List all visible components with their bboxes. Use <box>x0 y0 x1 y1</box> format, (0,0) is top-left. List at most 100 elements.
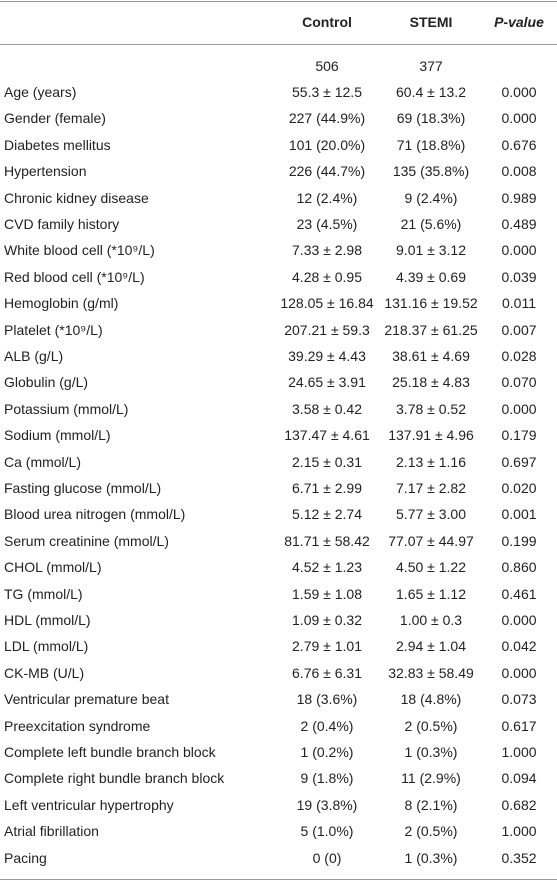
p-value: 0.011 <box>502 295 536 312</box>
p-value: 0.020 <box>501 480 537 496</box>
stemi-value: 25.18 ± 4.83 <box>392 374 470 391</box>
control-value: 19 (3.8%) <box>296 796 358 813</box>
control-value: 81.71 ± 58.42 <box>284 532 370 549</box>
control-value: 2.15 ± 0.31 <box>292 453 362 470</box>
control-value: 5.12 ± 2.74 <box>292 506 362 523</box>
p-value: 0.000 <box>501 664 537 681</box>
p-value: 0.008 <box>501 163 537 180</box>
row-label: Fasting glucose (mmol/L) <box>4 480 162 496</box>
stemi-value: 4.39 ± 0.69 <box>396 268 466 285</box>
header-rule <box>0 44 557 45</box>
stemi-value: 1 (0.3%) <box>404 744 458 760</box>
stemi-value: 8 (2.1%) <box>404 796 458 813</box>
control-value: 4.28 ± 0.95 <box>292 268 362 285</box>
control-value: 2 (0.4%) <box>300 717 354 734</box>
row-label: White blood cell (*10⁹/L) <box>4 242 155 259</box>
control-value: 4.52 ± 1.23 <box>292 559 362 576</box>
row-label: CHOL (mmol/L) <box>4 559 102 576</box>
stemi-value: 5.77 ± 3.00 <box>396 506 466 523</box>
row-label: Hypertension <box>4 163 87 180</box>
row-label: Age (years) <box>4 84 77 100</box>
stemi-value: 2 (0.5%) <box>404 823 458 840</box>
control-value: 0 (0) <box>312 849 342 866</box>
row-label: TG (mmol/L) <box>4 585 83 602</box>
stemi-value: 137.91 ± 4.96 <box>388 427 474 444</box>
control-value: 5 (1.0%) <box>300 823 354 840</box>
stemi-value: 9 (2.4%) <box>404 189 458 206</box>
column-header: Control <box>302 14 352 30</box>
p-value: 0.199 <box>501 532 537 549</box>
stemi-value: 77.07 ± 44.97 <box>388 532 474 549</box>
control-value: 23 (4.5%) <box>296 216 358 232</box>
column-header: P-value <box>494 14 544 30</box>
p-value: 0.461 <box>501 585 537 602</box>
stemi-value: 2 (0.5%) <box>404 717 458 734</box>
stemi-value: 218.37 ± 61.25 <box>384 321 478 338</box>
control-value: 6.71 ± 2.99 <box>292 480 362 496</box>
stemi-value: 1 (0.3%) <box>404 849 458 866</box>
p-value: 1.000 <box>501 823 537 840</box>
p-value: 0.352 <box>501 849 537 866</box>
stemi-value: 69 (18.3%) <box>396 110 466 127</box>
control-value: 55.3 ± 12.5 <box>292 84 362 100</box>
stemi-value: 2.94 ± 1.04 <box>396 638 466 655</box>
p-value: 0.000 <box>501 110 537 127</box>
row-label: Ca (mmol/L) <box>4 453 82 470</box>
stemi-value: 7.17 ± 2.82 <box>396 480 466 496</box>
stemi-value: 11 (2.9%) <box>401 770 461 787</box>
stemi-value: 4.50 ± 1.22 <box>396 559 466 576</box>
control-value: 137.47 ± 4.61 <box>284 427 370 444</box>
control-value: 226 (44.7%) <box>288 163 366 180</box>
p-value: 0.860 <box>501 559 537 576</box>
control-value: 18 (3.6%) <box>296 691 358 708</box>
p-value: 0.697 <box>501 453 537 470</box>
p-value: 0.001 <box>501 506 537 523</box>
stemi-value: 71 (18.8%) <box>396 136 466 153</box>
row-label: Blood urea nitrogen (mmol/L) <box>4 506 186 523</box>
row-label: HDL (mmol/L) <box>4 612 91 628</box>
row-label: Globulin (g/L) <box>4 374 89 391</box>
row-label: Serum creatinine (mmol/L) <box>4 532 169 549</box>
p-value: 0.000 <box>501 400 537 417</box>
row-label: Diabetes mellitus <box>4 136 111 153</box>
control-value: 24.65 ± 3.91 <box>288 374 366 391</box>
stemi-value: 32.83 ± 58.49 <box>388 664 474 681</box>
row-label: Pacing <box>4 849 47 866</box>
row-label: Atrial fibrillation <box>4 823 99 840</box>
control-value: 2.79 ± 1.01 <box>292 638 362 655</box>
p-value: 0.000 <box>501 84 537 100</box>
control-value: 101 (20.0%) <box>288 136 366 153</box>
row-label: Sodium (mmol/L) <box>4 427 111 444</box>
stemi-value: 135 (35.8%) <box>392 163 470 180</box>
p-value: 0.094 <box>501 770 537 787</box>
row-label: Complete left bundle branch block <box>4 744 216 760</box>
p-value: 0.042 <box>501 638 537 655</box>
control-value: 12 (2.4%) <box>296 189 358 206</box>
control-value: 7.33 ± 2.98 <box>292 242 362 259</box>
row-label: Complete right bundle branch block <box>4 770 225 787</box>
row-label: Potassium (mmol/L) <box>4 400 129 417</box>
column-header: STEMI <box>409 14 453 30</box>
row-label: LDL (mmol/L) <box>4 638 89 655</box>
row-label: Platelet (*10⁹/L) <box>4 321 103 338</box>
stemi-value: 21 (5.6%) <box>400 216 462 232</box>
row-label: CK-MB (U/L) <box>4 664 85 681</box>
row-label: Left ventricular hypertrophy <box>4 796 174 813</box>
stemi-value: 2.13 ± 1.16 <box>396 453 466 470</box>
row-label: CVD family history <box>4 216 120 232</box>
stemi-value: 38.61 ± 4.69 <box>392 348 470 364</box>
control-value: 9 (1.8%) <box>300 770 354 787</box>
p-value: 0.489 <box>501 216 537 232</box>
p-value: 0.070 <box>501 374 537 391</box>
group-count: 377 <box>419 58 443 74</box>
p-value: 0.028 <box>501 348 537 364</box>
p-value: 0.617 <box>501 717 537 734</box>
p-value: 0.073 <box>501 691 537 708</box>
stemi-value: 3.78 ± 0.52 <box>396 400 466 417</box>
p-value: 0.000 <box>501 242 537 259</box>
p-value: 1.000 <box>501 744 537 760</box>
stemi-value: 1.00 ± 0.3 <box>399 612 463 628</box>
p-value: 0.007 <box>501 321 537 338</box>
stemi-value: 9.01 ± 3.12 <box>396 242 466 259</box>
